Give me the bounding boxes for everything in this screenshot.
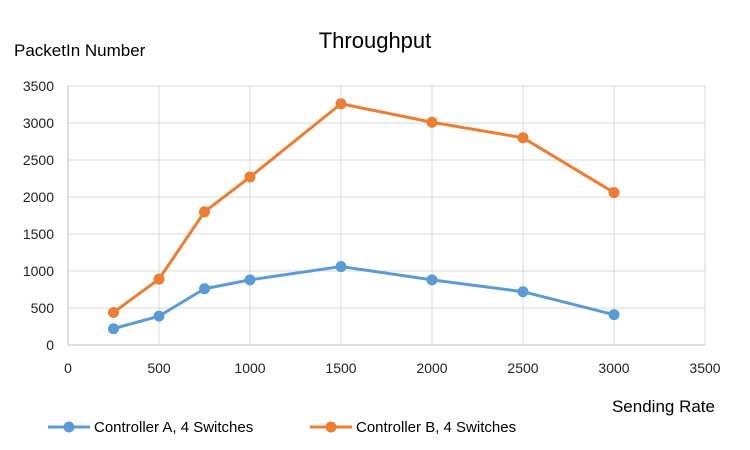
legend-item: Controller A, 4 Switches — [48, 419, 253, 436]
data-point — [517, 286, 529, 298]
grid — [67, 85, 706, 346]
data-point — [608, 187, 620, 199]
series-1 — [108, 261, 620, 335]
x-tick-label: 2000 — [416, 360, 447, 376]
data-point — [335, 98, 347, 110]
legend-label: Controller B, 4 Switches — [356, 419, 516, 436]
data-point — [244, 274, 256, 286]
y-tick-label: 500 — [31, 300, 55, 316]
x-tick-label: 2500 — [507, 360, 538, 376]
data-point — [108, 323, 119, 335]
series-line — [113, 265, 615, 331]
data-point — [153, 310, 165, 322]
x-tick-label: 1000 — [234, 360, 265, 376]
x-tick-label: 3000 — [598, 360, 629, 376]
data-point — [517, 132, 529, 144]
data-point — [426, 274, 438, 286]
data-point — [335, 261, 347, 273]
y-tick-label: 0 — [46, 337, 54, 353]
legend-item: Controller B, 4 Switches — [310, 419, 516, 436]
x-tick-label: 3500 — [689, 360, 720, 376]
data-point — [153, 273, 165, 285]
data-point — [608, 309, 620, 321]
chart-title: Throughput — [319, 28, 432, 53]
y-tick-label: 2500 — [23, 152, 54, 168]
y-tick-label: 3000 — [23, 115, 54, 131]
data-point — [199, 206, 210, 218]
legend-label: Controller A, 4 Switches — [94, 419, 253, 436]
y-tick-label: 3500 — [23, 78, 54, 94]
series-2 — [108, 98, 620, 318]
y-tick-label: 1500 — [23, 226, 54, 242]
y-tick-label: 1000 — [23, 263, 54, 279]
data-point — [244, 171, 256, 183]
y-tick-label: 2000 — [23, 189, 54, 205]
series-group — [108, 98, 620, 335]
data-point — [426, 116, 438, 128]
legend-marker-icon — [325, 421, 337, 433]
data-point — [199, 283, 210, 295]
y-axis-label: PacketIn Number — [14, 41, 146, 60]
series-line — [112, 102, 615, 314]
x-tick-label: 1500 — [325, 360, 356, 376]
x-tick-label: 0 — [64, 360, 72, 376]
x-tick-label: 500 — [147, 360, 171, 376]
legend: Controller A, 4 Switches Controller B, 4 … — [48, 419, 516, 436]
x-axis-label: Sending Rate — [612, 397, 715, 416]
tick-labels: 0 500 1000 1500 2000 2500 3000 3500 0 500 1000 1500… — [23, 78, 721, 376]
data-point — [108, 306, 119, 318]
legend-marker-icon — [63, 421, 75, 433]
